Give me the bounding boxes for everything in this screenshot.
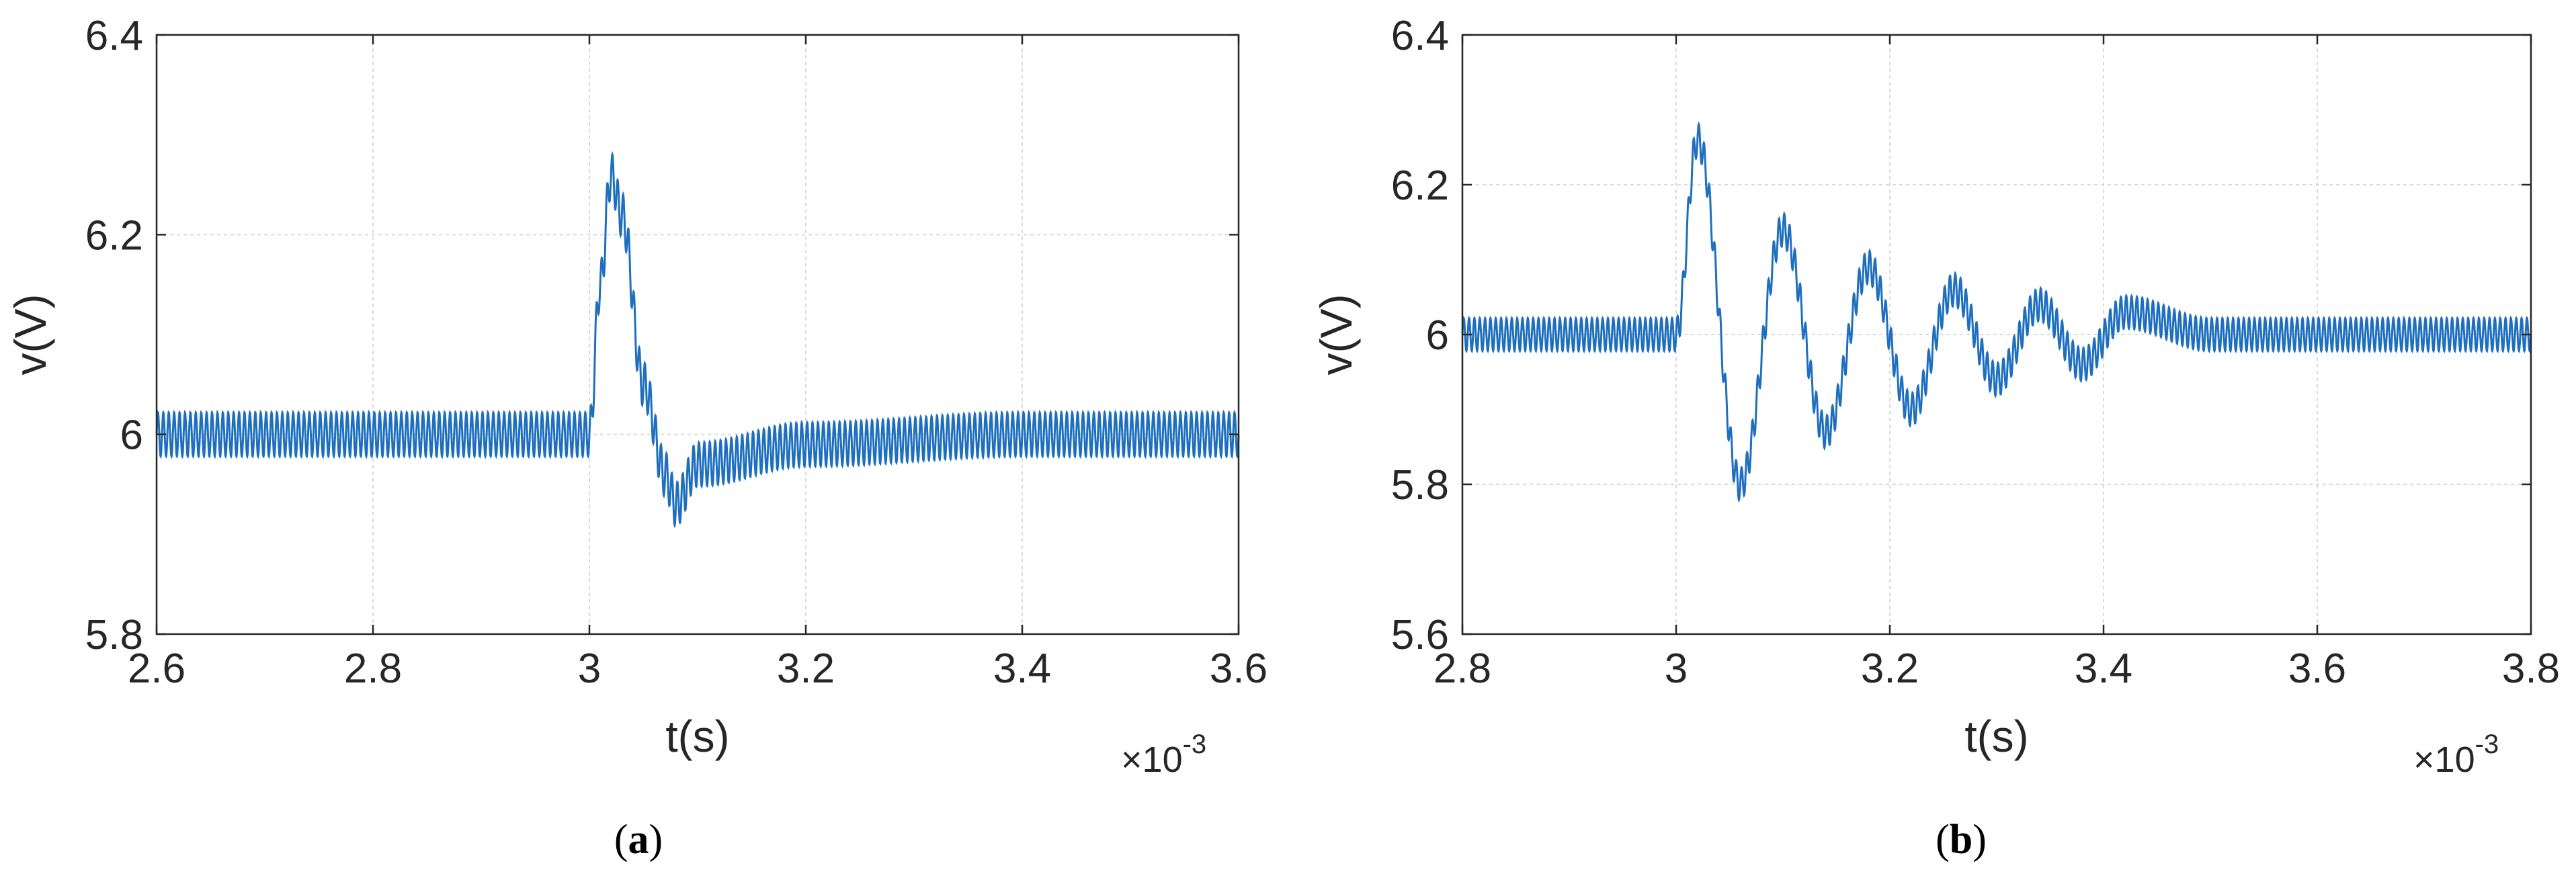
ticks-a: 2.6 2.8 3 3.2 3.4 3.6 5.8 6 6.2 6.4 [85, 13, 1268, 692]
x-tick-label: 2.6 [128, 646, 185, 692]
x-tick-label: 3.6 [1210, 646, 1268, 692]
y-tick-label: 5.8 [1391, 462, 1449, 509]
y-tick-label: 6 [1426, 312, 1449, 359]
y-tick-label: 6 [120, 412, 143, 459]
x-tick-label: 3.4 [2075, 646, 2132, 692]
x-tick-label: 3.4 [993, 646, 1051, 692]
y-tick-label: 6.2 [85, 212, 143, 259]
x-tick-label: 3 [1665, 646, 1688, 692]
grid-a [157, 35, 1239, 634]
x-axis-label-a: t(s) [665, 711, 729, 761]
x-tick-label: 2.8 [344, 646, 402, 692]
x-tick-label: 3.2 [1861, 646, 1919, 692]
y-tick-label: 6.4 [1391, 13, 1449, 59]
x-exponent-a: ×10-3 [1121, 730, 1206, 780]
x-tick-label: 3.6 [2288, 646, 2346, 692]
x-tick-label: 2.8 [1434, 646, 1491, 692]
y-tick-label: 6.4 [85, 13, 143, 59]
x-tick-label: 3 [578, 646, 601, 692]
x-tick-label: 3.2 [777, 646, 835, 692]
caption-a: (a) [614, 817, 663, 863]
y-axis-label-a: v(V) [5, 294, 55, 375]
ticks-b: 2.8 3 3.2 3.4 3.6 3.8 5.6 5.8 6 6.2 6.4 [1391, 13, 2560, 692]
x-exponent-b: ×10-3 [2413, 730, 2499, 780]
x-axis-label-b: t(s) [1964, 711, 2028, 761]
x-tick-label: 3.8 [2502, 646, 2560, 692]
chart-panel-a: 2.6 2.8 3 3.2 3.4 3.6 5.8 6 6.2 6.4 t(s) v(V) ×10… [5, 13, 1268, 863]
chart-panel-b: 2.8 3 3.2 3.4 3.6 3.85.65.866.26.4 t(s) v(V) … [1311, 13, 2560, 863]
y-tick-label: 6.2 [1391, 163, 1449, 209]
y-tick-label: 5.8 [85, 612, 143, 658]
voltage-trace-b [1461, 121, 2532, 503]
voltage-trace-a [155, 150, 1240, 529]
y-tick-label: 5.6 [1391, 612, 1449, 658]
y-axis-label-b: v(V) [1311, 294, 1361, 375]
caption-b: (b) [1936, 817, 1987, 863]
plot-area-a [155, 34, 1240, 635]
